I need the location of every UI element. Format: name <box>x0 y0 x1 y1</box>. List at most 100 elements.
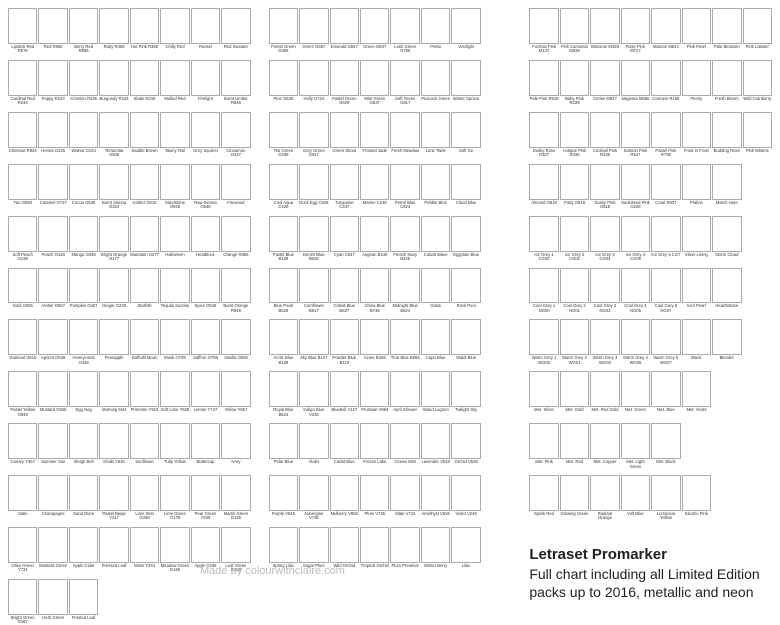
swatch-box <box>191 164 220 200</box>
swatch-label: Chestnut R934 <box>9 149 37 158</box>
swatch: Magenta M865 <box>621 60 650 106</box>
swatch-label: Green G657 <box>302 45 325 54</box>
swatch: Yellow Y657 <box>221 371 250 417</box>
swatch: Peony <box>682 60 711 106</box>
swatch-label: Cool Grey 5 NG07 <box>651 304 680 313</box>
swatch-box <box>8 268 37 304</box>
swatch: Honeycomb O448 <box>69 319 98 365</box>
swatch-label: Grey Squirrel <box>193 149 218 158</box>
swatch-box <box>130 112 159 148</box>
swatch: Silver Lining <box>682 216 711 262</box>
swatch-box <box>560 371 589 407</box>
swatch: Met. Gold <box>560 371 589 417</box>
swatch-label: Pastel Blue B138 <box>269 253 298 262</box>
swatch-label: Twilight Sky <box>455 408 477 417</box>
swatch-box <box>651 475 680 511</box>
swatch-box <box>38 216 67 252</box>
swatch: Amethyst V626 <box>421 475 450 521</box>
swatch: Volt Blue <box>621 475 650 521</box>
swatch-label: April Shower <box>393 408 417 417</box>
swatch-label: Plum V735 <box>365 512 385 521</box>
swatch-box <box>299 371 328 407</box>
swatch-box <box>529 475 558 511</box>
swatch-label: Mustard O948 <box>40 408 67 417</box>
swatch-box <box>69 216 98 252</box>
swatch-box <box>560 216 589 252</box>
swatch: Soft Lime Y828 <box>160 371 189 417</box>
swatch-label: Yellow Y657 <box>224 408 247 417</box>
swatch-label: Volt Blue <box>627 512 644 521</box>
row: Blue Pearl B528Cornflower B617Cobalt Blu… <box>269 268 512 314</box>
swatch-box <box>221 527 250 563</box>
swatch: Storm Cloud <box>712 216 741 262</box>
swatch-label: Polar Blue <box>274 460 293 469</box>
swatch-box <box>99 475 128 511</box>
row: Royal Blue B624Indigo Blue V234Bluebell … <box>269 371 512 417</box>
swatch-label: Ivory <box>231 460 240 469</box>
swatch-box <box>621 268 650 304</box>
swatch: Warm Grey 2 WG01 <box>560 319 589 365</box>
swatch-label: Warm Grey 5 WG07 <box>651 356 680 365</box>
swatch-box <box>38 112 67 148</box>
swatch: Lipstick Red R576 <box>8 8 37 54</box>
swatch: Pink Carnation M328 <box>560 8 589 54</box>
swatch-box <box>712 216 741 252</box>
swatch-box <box>38 579 67 615</box>
swatch-box <box>682 319 711 355</box>
swatch-label: Waldi Blue <box>456 356 476 365</box>
swatch-label: Lush Green G756 <box>390 45 419 54</box>
swatch-label: Cool Grey 1 NG00 <box>529 304 558 313</box>
swatch: Denim Blue B028 <box>299 216 328 262</box>
swatch-box <box>421 60 450 96</box>
swatch: Verdigris <box>451 8 480 54</box>
swatch: Salmon Pink R547 <box>621 112 650 158</box>
row: Pastel Yellow O949Mustard O948Egg NogMor… <box>8 371 251 417</box>
swatch-label: Mulberry V855 <box>331 512 358 521</box>
swatch: Lemon Y747 <box>191 371 220 417</box>
swatch-box <box>390 8 419 44</box>
swatch-label: Frosted Jade <box>363 149 387 158</box>
swatch-label: Pine G635 <box>274 97 294 106</box>
swatch-label: Terracotta O535 <box>99 149 128 158</box>
swatch-box <box>99 371 128 407</box>
swatch: Frozen Lake <box>360 423 389 469</box>
swatch-label: Forest Green G356 <box>269 45 298 54</box>
row: Almond O819Putty O618Dusky Pink O518Sunk… <box>529 164 772 210</box>
swatch-box <box>451 371 480 407</box>
swatch-box <box>221 475 250 511</box>
swatch-label: Violet <box>309 460 319 469</box>
swatch: Pastel Blue B138 <box>269 216 298 262</box>
swatch: Canary Y367 <box>8 423 37 469</box>
row: Canary Y367Summer SunSleigh BellKhaki Y6… <box>8 423 251 469</box>
swatch-label: Denim Blue B028 <box>299 253 328 262</box>
swatch-box <box>330 164 359 200</box>
swatch-box <box>221 164 250 200</box>
swatch-label: Antique Pink R346 <box>560 149 589 158</box>
swatch: Petrol Blue C824 <box>390 164 419 210</box>
swatch-label: Cocktail Pink R438 <box>590 149 619 158</box>
swatch-label: Met. Black <box>656 460 676 469</box>
swatch: Electric Pink <box>682 475 711 521</box>
swatch-box <box>191 319 220 355</box>
swatch-label: Lime Zest G338 <box>130 512 159 521</box>
swatch-label: Lime Twist <box>426 149 446 158</box>
swatch-label: Duck Egg C528 <box>299 201 328 210</box>
swatch-label: Satin <box>18 512 28 521</box>
swatch-label: Winter Spruce <box>453 97 480 106</box>
swatch-box <box>38 8 67 44</box>
swatch-box <box>38 423 67 459</box>
swatch-box <box>712 319 741 355</box>
swatch: Peach O148 <box>38 216 67 262</box>
swatch: Russel <box>191 8 220 54</box>
swatch: Twilight Sky <box>451 371 480 417</box>
swatch-label: Ice Grey 3 CG03 <box>590 253 619 262</box>
swatch: Oatmeal O518 <box>8 319 37 365</box>
swatch-box <box>390 164 419 200</box>
swatch: Firewood <box>221 164 250 210</box>
swatch: Grey Squirrel <box>191 112 220 158</box>
swatch: Winter Spruce <box>451 60 480 106</box>
row: Spark RedGlowing GreenRadiant OrangeVolt… <box>529 475 772 521</box>
swatch-label: Mint Green G637 <box>360 97 389 106</box>
swatch: True Blue B555 <box>390 319 419 365</box>
swatch-box <box>590 164 619 200</box>
